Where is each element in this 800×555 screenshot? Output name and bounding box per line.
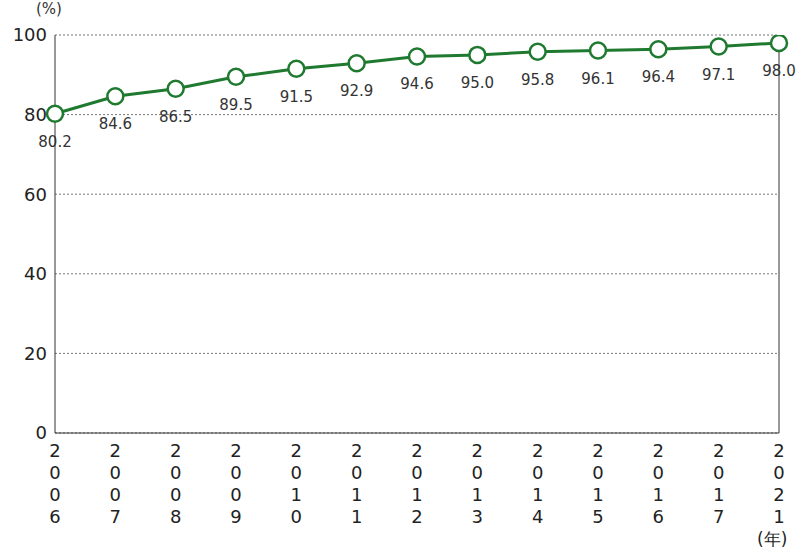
svg-text:95.0: 95.0 — [461, 74, 494, 92]
svg-text:2016: 2016 — [653, 440, 664, 527]
svg-text:2008: 2008 — [170, 440, 181, 527]
svg-text:86.5: 86.5 — [159, 108, 192, 126]
svg-text:2007: 2007 — [110, 440, 121, 527]
svg-text:94.6: 94.6 — [400, 75, 433, 93]
svg-text:80.2: 80.2 — [38, 133, 71, 151]
svg-text:2011: 2011 — [351, 440, 362, 527]
svg-text:20: 20 — [24, 343, 47, 364]
svg-text:2009: 2009 — [230, 440, 241, 527]
svg-text:95.8: 95.8 — [521, 71, 554, 89]
svg-text:2017: 2017 — [713, 440, 724, 527]
svg-text:84.6: 84.6 — [99, 115, 132, 133]
svg-text:92.9: 92.9 — [340, 82, 373, 100]
svg-text:96.1: 96.1 — [581, 70, 614, 88]
svg-text:97.1: 97.1 — [702, 66, 735, 84]
svg-text:96.4: 96.4 — [642, 68, 675, 86]
svg-text:2015: 2015 — [592, 440, 603, 527]
svg-text:100: 100 — [13, 24, 47, 45]
svg-text:40: 40 — [24, 263, 47, 284]
svg-text:89.5: 89.5 — [219, 96, 252, 114]
svg-text:2014: 2014 — [532, 440, 543, 527]
svg-text:2013: 2013 — [472, 440, 483, 527]
svg-text:60: 60 — [24, 184, 47, 205]
svg-text:91.5: 91.5 — [280, 88, 313, 106]
html-text:(年): (年) — [757, 529, 788, 549]
svg-text:2021: 2021 — [773, 440, 784, 527]
svg-text:0: 0 — [36, 422, 47, 443]
svg-text:2010: 2010 — [291, 440, 302, 527]
svg-text:80: 80 — [24, 104, 47, 125]
svg-text:2012: 2012 — [411, 440, 422, 527]
svg-text:2006: 2006 — [49, 440, 60, 527]
svg-text:98.0: 98.0 — [762, 62, 792, 80]
